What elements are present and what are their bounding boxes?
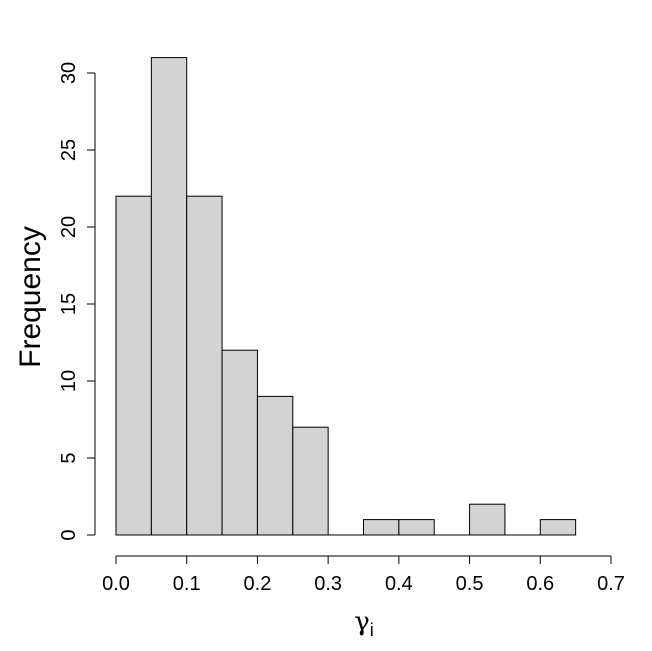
y-tick-label: 20 [58,216,80,238]
y-tick-label: 10 [58,370,80,392]
histogram-bar [398,519,435,536]
y-tick-label: 5 [58,452,80,463]
y-tick-label: 25 [58,139,80,161]
histogram-bar [115,195,152,536]
x-axis-title-symbol: γ [354,607,370,637]
x-tick-label: 0.1 [173,573,201,595]
histogram-bar [539,519,577,536]
histogram-bar [256,395,294,536]
histogram-bar [186,195,223,536]
x-axis: 0.0 0.1 0.2 0.3 0.4 0.5 0.6 0.7 [102,555,625,595]
histogram-bar [150,57,188,536]
x-tick-label: 0.3 [314,573,342,595]
bars-group [115,57,577,536]
y-axis-title: Frequency [14,226,47,368]
y-axis: 0 5 10 15 20 25 30 [58,62,96,541]
histogram-bar [363,519,400,536]
x-tick-label: 0.4 [385,573,413,595]
y-tick-label: 15 [58,293,80,315]
x-axis-title: γi [354,607,374,640]
x-axis-title-subscript: i [370,620,374,640]
histogram-bar [292,426,329,536]
histogram-bar [221,349,258,536]
x-tick-label: 0.5 [456,573,484,595]
x-tick-label: 0.6 [526,573,554,595]
x-tick-label: 0.7 [597,573,625,595]
x-tick-label: 0.0 [102,573,130,595]
x-tick-label: 0.2 [244,573,272,595]
y-tick-label: 0 [58,529,80,540]
y-tick-label: 30 [58,62,80,84]
histogram-bar [469,503,506,536]
